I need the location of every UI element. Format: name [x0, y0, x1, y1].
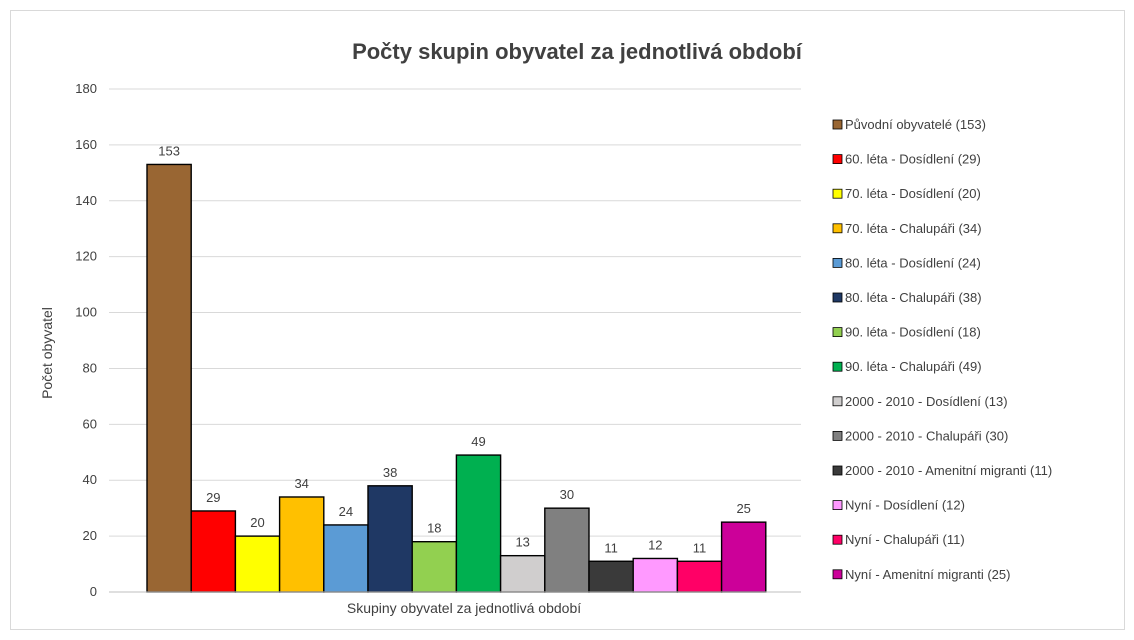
data-label: 34: [294, 476, 308, 491]
y-tick-label: 180: [75, 81, 97, 96]
bar: [323, 524, 369, 593]
x-axis-title: Skupiny obyvatel za jednotlivá období: [347, 600, 581, 616]
data-label: 153: [158, 143, 180, 158]
y-tick-label: 120: [75, 249, 97, 264]
chart-title: Počty skupin obyvatel za jednotlivá obdo…: [352, 39, 803, 64]
data-label: 11: [693, 540, 707, 555]
legend-entry: Nyní - Amenitní migranti (25): [845, 567, 1010, 582]
bar: [367, 485, 413, 593]
bars: [146, 163, 767, 593]
bar: [146, 163, 192, 593]
y-axis-ticks: 0 20 40 60 80 100 120 140 160 180: [75, 81, 97, 599]
data-label: 38: [383, 465, 397, 480]
bar: [499, 554, 546, 593]
legend-entry: Nyní - Chalupáři (11): [845, 532, 965, 547]
legend-entry: 80. léta - Chalupáři (38): [845, 290, 982, 305]
bar: [455, 454, 502, 593]
data-label: 20: [250, 515, 264, 530]
data-label: 18: [427, 521, 441, 536]
legend-swatch: [832, 569, 843, 580]
y-tick-label: 160: [75, 137, 97, 152]
legend-entry: 60. léta - Dosídlení (29): [845, 152, 981, 167]
legend-entry: 90. léta - Chalupáři (49): [845, 359, 982, 374]
bar: [411, 541, 458, 593]
legend: Původní obyvatelé (153) 60. léta - Dosídl…: [832, 117, 1052, 582]
legend-swatch: [832, 257, 843, 268]
gridlines: [109, 88, 801, 537]
legend-entry: 70. léta - Chalupáři (34): [845, 221, 982, 236]
bar: [720, 521, 767, 593]
bar: [588, 560, 634, 593]
bar: [676, 560, 723, 593]
bar: [278, 496, 325, 593]
bar: [544, 507, 590, 593]
y-tick-label: 40: [83, 472, 97, 487]
y-tick-label: 20: [83, 528, 97, 543]
y-tick-label: 140: [75, 193, 97, 208]
bar: [234, 535, 281, 593]
bar: [632, 557, 679, 593]
legend-swatch: [832, 119, 843, 130]
legend-swatch: [832, 154, 843, 165]
legend-swatch: [832, 188, 843, 199]
y-axis-title: Počet obyvatel: [39, 307, 55, 399]
legend-swatch: [832, 465, 843, 476]
y-tick-label: 80: [83, 360, 97, 375]
data-label: 25: [736, 501, 750, 516]
data-label: 29: [206, 490, 220, 505]
bar: [190, 510, 237, 593]
legend-entry: Nyní - Dosídlení (12): [845, 498, 965, 513]
data-label: 30: [560, 487, 574, 502]
y-tick-label: 60: [83, 416, 97, 431]
data-label: 12: [648, 537, 662, 552]
legend-entry: Původní obyvatelé (153): [845, 117, 986, 132]
legend-swatch: [832, 327, 843, 338]
legend-entry: 2000 - 2010 - Dosídlení (13): [845, 394, 1008, 409]
legend-swatch: [832, 534, 843, 545]
legend-entry: 70. léta - Dosídlení (20): [845, 186, 981, 201]
data-labels: 153 29 20 34 24 38 18 49 13 30 11 12 11 25: [158, 143, 751, 555]
legend-swatch: [832, 223, 843, 234]
legend-entry: 2000 - 2010 - Chalupáři (30): [845, 428, 1008, 443]
legend-swatch: [832, 396, 843, 407]
data-label: 49: [471, 434, 485, 449]
legend-swatch: [832, 500, 843, 511]
bar-chart: Počty skupin obyvatel za jednotlivá obdo…: [39, 39, 1052, 616]
y-tick-label: 0: [90, 584, 97, 599]
legend-entry: 2000 - 2010 - Amenitní migranti (11): [845, 463, 1052, 478]
legend-swatch: [832, 361, 843, 372]
legend-swatch: [832, 292, 843, 303]
data-label: 13: [515, 535, 529, 550]
data-label: 24: [339, 504, 353, 519]
chart-frame: Počty skupin obyvatel za jednotlivá obdo…: [10, 10, 1125, 630]
legend-entry: 80. léta - Dosídlení (24): [845, 255, 981, 270]
legend-swatch: [832, 430, 843, 441]
legend-entry: 90. léta - Dosídlení (18): [845, 325, 981, 340]
y-tick-label: 100: [75, 305, 97, 320]
data-label: 11: [604, 540, 618, 555]
